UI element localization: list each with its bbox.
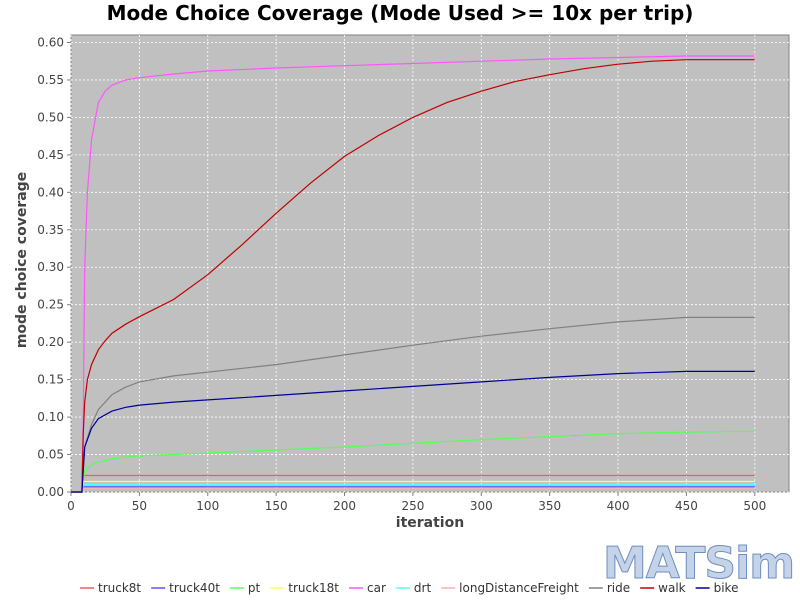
y-tick-label: 0.20 [37,335,64,349]
legend-label-pt: pt [248,581,261,595]
legend-label-walk: walk [658,581,686,595]
series-line-car [71,55,755,493]
legend-label-drt: drt [414,581,432,595]
legend-label-truck8t: truck8t [98,581,141,595]
legend-label-bike: bike [714,581,739,595]
x-tick-label: 200 [333,499,356,513]
series-line-bike [71,370,755,493]
y-tick-label: 0.05 [37,448,64,462]
y-tick-label: 0.40 [37,185,64,199]
legend-label-car: car [367,581,386,595]
chart-title: Mode Choice Coverage (Mode Used >= 10x p… [107,1,694,25]
x-tick-label: 150 [265,499,288,513]
y-tick-label: 0.60 [37,35,64,49]
y-tick-label: 0.15 [37,373,64,387]
plot-area [70,34,790,493]
legend-label-truck40t: truck40t [169,581,220,595]
y-axis: 0.00 0.05 0.10 0.15 0.20 0.25 0.30 0.35 0.40 0.45… [37,35,71,499]
x-tick-label: 500 [743,499,766,513]
series-line-pt [71,430,755,493]
series-lines [71,55,755,493]
matsim-logo: MATSim [603,538,794,589]
y-tick-label: 0.35 [37,223,64,237]
x-tick-label: 300 [470,499,493,513]
legend: truck8t truck40t pt truck18t car drt longDista… [80,581,738,595]
y-tick-label: 0.55 [37,73,64,87]
legend-label-truck18t: truck18t [288,581,339,595]
y-axis-label: mode choice coverage [14,172,30,348]
x-axis-label: iteration [396,515,464,531]
legend-label-ride: ride [607,581,630,595]
grid-lines [70,35,789,493]
x-axis: 0 50 100 150 200 250 300 350 400 450 500 [67,492,766,513]
x-tick-label: 100 [196,499,219,513]
x-tick-label: 50 [132,499,147,513]
y-tick-label: 0.25 [37,298,64,312]
y-tick-label: 0.50 [37,110,64,124]
legend-label-longDistanceFreight: longDistanceFreight [459,581,579,595]
series-line-ride [71,316,755,493]
x-tick-label: 250 [401,499,424,513]
x-tick-label: 0 [67,499,75,513]
y-tick-label: 0.10 [37,410,64,424]
y-tick-label: 0.00 [37,485,64,499]
x-tick-label: 400 [607,499,630,513]
x-tick-label: 450 [675,499,698,513]
y-tick-label: 0.45 [37,148,64,162]
y-tick-label: 0.30 [37,260,64,274]
series-line-walk [71,59,755,493]
x-tick-label: 350 [538,499,561,513]
